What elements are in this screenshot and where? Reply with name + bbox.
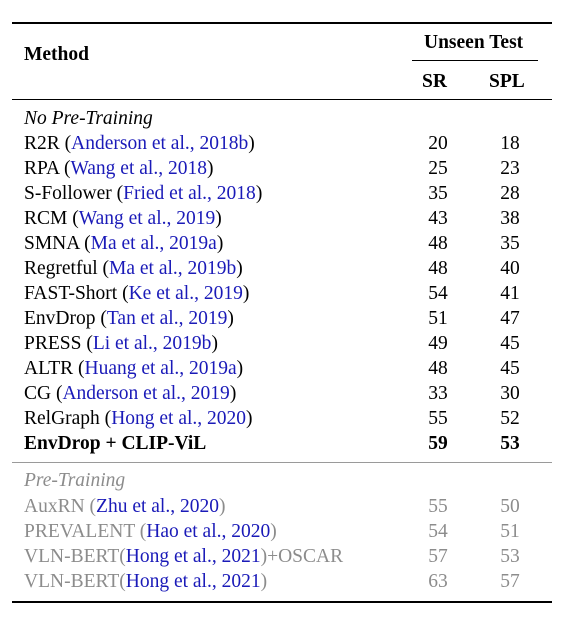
bottom-rule [12,601,552,603]
method-cell: EnvDrop (Tan et al., 2019) [24,308,234,329]
table-row: VLN-BERT(Hong et al., 2021) 63 57 [0,572,564,597]
table-row: EnvDrop (Tan et al., 2019) 51 47 [0,309,564,334]
citation-link[interactable]: Hong et al., 2020 [111,408,247,429]
sr-cell: 48 [428,258,448,279]
table-row: RelGraph (Hong et al., 2020) 55 52 [0,409,564,434]
citation-link[interactable]: Wang et al., 2019 [78,208,216,229]
citation-link[interactable]: Hao et al., 2020 [146,521,271,542]
citation-link[interactable]: Tan et al., 2019 [106,308,228,329]
table-row: RPA (Wang et al., 2018) 25 23 [0,159,564,184]
spl-cell: 41 [500,283,520,304]
spl-cell: 53 [500,546,520,567]
sr-cell: 54 [428,283,448,304]
spl-cell: 38 [500,208,520,229]
table-row: PREVALENT (Hao et al., 2020) 54 51 [0,522,564,547]
table-row: Regretful (Ma et al., 2019b) 48 40 [0,259,564,284]
sr-cell: 48 [428,233,448,254]
table-row: VLN-BERT(Hong et al., 2021)+OSCAR 57 53 [0,547,564,572]
sr-cell: 48 [428,358,448,379]
method-cell: S-Follower (Fried et al., 2018) [24,183,263,204]
spl-cell: 28 [500,183,520,204]
spl-cell: 45 [500,358,520,379]
pretraining-label: Pre-Training [24,470,126,491]
spl-cell: 23 [500,158,520,179]
spl-cell: 57 [500,571,520,592]
method-cell: AuxRN (Zhu et al., 2020) [24,496,226,517]
spl-cell: 52 [500,408,520,429]
sr-cell: 33 [428,383,448,404]
spl-cell: 51 [500,521,520,542]
header-rule [12,99,552,100]
citation-link[interactable]: Anderson et al., 2019 [62,383,230,404]
method-cell: FAST-Short (Ke et al., 2019) [24,283,250,304]
sr-cell: 49 [428,333,448,354]
sr-cell: 20 [428,133,448,154]
spl-cell: 35 [500,233,520,254]
method-cell: PRESS (Li et al., 2019b) [24,333,218,354]
method-cell: VLN-BERT(Hong et al., 2021) [24,571,268,592]
table-row: CG (Anderson et al., 2019) 33 30 [0,384,564,409]
spl-header: SPL [489,71,525,92]
sr-cell: 57 [428,546,448,567]
table-row: PRESS (Li et al., 2019b) 49 45 [0,334,564,359]
citation-link[interactable]: Ma et al., 2019a [90,233,217,254]
top-rule [12,22,552,24]
method-cell: Regretful (Ma et al., 2019b) [24,258,243,279]
citation-link[interactable]: Ke et al., 2019 [128,283,243,304]
method-header: Method [24,44,89,65]
method-cell: ALTR (Huang et al., 2019a) [24,358,244,379]
method-cell: SMNA (Ma et al., 2019a) [24,233,224,254]
table-row: R2R (Anderson et al., 2018b) 20 18 [0,134,564,159]
spl-cell: 30 [500,383,520,404]
method-cell: RCM (Wang et al., 2019) [24,208,222,229]
highlighted-row: EnvDrop + CLIP-ViL 59 53 [0,434,564,459]
citation-link[interactable]: Ma et al., 2019b [109,258,237,279]
section-divider [12,462,552,463]
sr-header: SR [422,71,447,92]
spl-cell: 40 [500,258,520,279]
citation-link[interactable]: Huang et al., 2019a [84,358,237,379]
spl-cell: 18 [500,133,520,154]
sr-cell: 51 [428,308,448,329]
method-cell: PREVALENT (Hao et al., 2020) [24,521,277,542]
sr-cell: 35 [428,183,448,204]
unseen-test-header: Unseen Test [424,32,524,53]
table-row: S-Follower (Fried et al., 2018) 35 28 [0,184,564,209]
table-row: FAST-Short (Ke et al., 2019) 54 41 [0,284,564,309]
method-cell: RPA (Wang et al., 2018) [24,158,214,179]
spl-cell: 47 [500,308,520,329]
spl-cell: 45 [500,333,520,354]
method-cell: CG (Anderson et al., 2019) [24,383,237,404]
citation-link[interactable]: Zhu et al., 2020 [96,496,219,517]
spl-cell: 53 [500,433,520,454]
table-row: RCM (Wang et al., 2019) 43 38 [0,209,564,234]
table-row: ALTR (Huang et al., 2019a) 48 45 [0,359,564,384]
citation-link[interactable]: Fried et al., 2018 [123,183,256,204]
method-cell: R2R (Anderson et al., 2018b) [24,133,255,154]
sr-cell: 55 [428,408,448,429]
sr-cell: 25 [428,158,448,179]
unseen-test-rule [412,60,538,61]
sr-cell: 63 [428,571,448,592]
sr-cell: 54 [428,521,448,542]
sr-cell: 43 [428,208,448,229]
table-row: SMNA (Ma et al., 2019a) 48 35 [0,234,564,259]
spl-cell: 50 [500,496,520,517]
no-pretraining-label: No Pre-Training [24,108,153,129]
sr-cell: 59 [428,433,448,454]
citation-link[interactable]: Wang et al., 2018 [70,158,207,179]
method-cell: EnvDrop + CLIP-ViL [24,433,207,454]
citation-link[interactable]: Li et al., 2019b [92,333,212,354]
method-cell: RelGraph (Hong et al., 2020) [24,408,253,429]
sr-cell: 55 [428,496,448,517]
citation-link[interactable]: Hong et al., 2021 [125,546,261,567]
method-cell: VLN-BERT(Hong et al., 2021)+OSCAR [24,546,344,567]
citation-link[interactable]: Anderson et al., 2018b [71,133,249,154]
table-row: AuxRN (Zhu et al., 2020) 55 50 [0,497,564,522]
citation-link[interactable]: Hong et al., 2021 [125,571,261,592]
